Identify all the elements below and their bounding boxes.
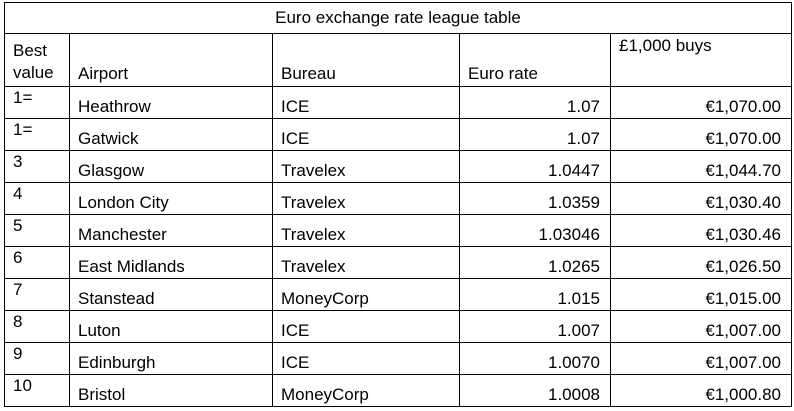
bureau-cell: Travelex bbox=[272, 182, 460, 215]
rank-cell: 10 bbox=[4, 374, 70, 407]
buys-cell: €1,070.00 bbox=[610, 118, 792, 151]
euro-rate-cell: 1.07 bbox=[459, 86, 611, 119]
rank-cell: 3 bbox=[4, 150, 70, 183]
buys-cell: €1,007.00 bbox=[610, 310, 792, 343]
euro-rate-cell: 1.0265 bbox=[459, 246, 611, 279]
table-row: 1= Gatwick ICE 1.07 €1,070.00 bbox=[4, 118, 792, 151]
table-row: 4 London City Travelex 1.0359 €1,030.40 bbox=[4, 182, 792, 215]
euro-rate-cell: 1.0070 bbox=[459, 342, 611, 375]
airport-cell: Stanstead bbox=[69, 278, 273, 311]
table-row: 8 Luton ICE 1.007 €1,007.00 bbox=[4, 310, 792, 343]
bureau-cell: ICE bbox=[272, 86, 460, 119]
table-title: Euro exchange rate league table bbox=[4, 2, 792, 34]
airport-cell: East Midlands bbox=[69, 246, 273, 279]
bureau-cell: MoneyCorp bbox=[272, 278, 460, 311]
airport-cell: Heathrow bbox=[69, 86, 273, 119]
bureau-cell: ICE bbox=[272, 118, 460, 151]
airport-cell: London City bbox=[69, 182, 273, 215]
buys-cell: €1,015.00 bbox=[610, 278, 792, 311]
bureau-cell: Travelex bbox=[272, 246, 460, 279]
euro-rate-cell: 1.07 bbox=[459, 118, 611, 151]
euro-rate-cell: 1.03046 bbox=[459, 214, 611, 247]
airport-cell: Manchester bbox=[69, 214, 273, 247]
euro-rate-cell: 1.007 bbox=[459, 310, 611, 343]
bureau-cell: ICE bbox=[272, 310, 460, 343]
title-row: Euro exchange rate league table bbox=[4, 2, 792, 34]
table-row: 10 Bristol MoneyCorp 1.0008 €1,000.80 bbox=[4, 374, 792, 407]
buys-cell: €1,026.50 bbox=[610, 246, 792, 279]
rank-cell: 7 bbox=[4, 278, 70, 311]
airport-cell: Edinburgh bbox=[69, 342, 273, 375]
bureau-cell: ICE bbox=[272, 342, 460, 375]
table-row: 7 Stanstead MoneyCorp 1.015 €1,015.00 bbox=[4, 278, 792, 311]
airport-cell: Luton bbox=[69, 310, 273, 343]
buys-cell: €1,007.00 bbox=[610, 342, 792, 375]
euro-rate-cell: 1.0447 bbox=[459, 150, 611, 183]
euro-rate-cell: 1.0008 bbox=[459, 374, 611, 407]
header-row: Best value Airport Bureau Euro rate £1,0… bbox=[4, 33, 792, 87]
rank-cell: 1= bbox=[4, 118, 70, 151]
buys-cell: €1,000.80 bbox=[610, 374, 792, 407]
euro-rate-cell: 1.0359 bbox=[459, 182, 611, 215]
rank-cell: 4 bbox=[4, 182, 70, 215]
bureau-cell: Travelex bbox=[272, 214, 460, 247]
rank-cell: 6 bbox=[4, 246, 70, 279]
table-row: 9 Edinburgh ICE 1.0070 €1,007.00 bbox=[4, 342, 792, 375]
rank-cell: 8 bbox=[4, 310, 70, 343]
buys-cell: €1,030.40 bbox=[610, 182, 792, 215]
header-best-value: Best value bbox=[4, 33, 70, 87]
header-airport: Airport bbox=[69, 33, 273, 87]
header-euro-rate: Euro rate bbox=[459, 33, 611, 87]
airport-cell: Glasgow bbox=[69, 150, 273, 183]
table-row: 3 Glasgow Travelex 1.0447 €1,044.70 bbox=[4, 150, 792, 183]
bureau-cell: MoneyCorp bbox=[272, 374, 460, 407]
airport-cell: Gatwick bbox=[69, 118, 273, 151]
buys-cell: €1,044.70 bbox=[610, 150, 792, 183]
buys-cell: €1,030.46 bbox=[610, 214, 792, 247]
league-table: Euro exchange rate league table Best val… bbox=[4, 2, 792, 407]
bureau-cell: Travelex bbox=[272, 150, 460, 183]
euro-rate-cell: 1.015 bbox=[459, 278, 611, 311]
header-1000-buys: £1,000 buys bbox=[610, 33, 792, 87]
airport-cell: Bristol bbox=[69, 374, 273, 407]
table-row: 5 Manchester Travelex 1.03046 €1,030.46 bbox=[4, 214, 792, 247]
table-row: 6 East Midlands Travelex 1.0265 €1,026.50 bbox=[4, 246, 792, 279]
rank-cell: 5 bbox=[4, 214, 70, 247]
header-bureau: Bureau bbox=[272, 33, 460, 87]
rank-cell: 1= bbox=[4, 86, 70, 119]
buys-cell: €1,070.00 bbox=[610, 86, 792, 119]
table-row: 1= Heathrow ICE 1.07 €1,070.00 bbox=[4, 86, 792, 119]
rank-cell: 9 bbox=[4, 342, 70, 375]
